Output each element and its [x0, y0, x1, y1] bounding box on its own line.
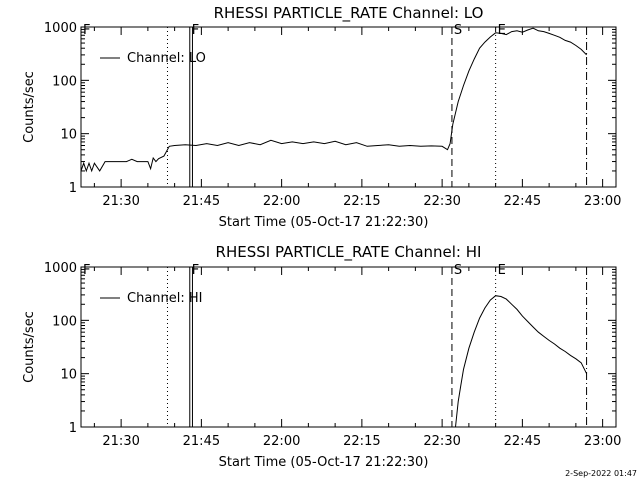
event-marker-label: F: [192, 23, 199, 38]
event-marker-label: S: [454, 23, 462, 38]
chart-title: RHESSI PARTICLE_RATE Channel: HI: [216, 243, 482, 262]
x-tick-label: 22:45: [504, 194, 541, 209]
y-axis-label: Counts/sec: [22, 311, 37, 383]
event-marker-label: E: [498, 263, 506, 278]
hi-channel-panel: RHESSI PARTICLE_RATE Channel: HI 1 10 100 10…: [22, 243, 621, 470]
x-tick-label: 22:15: [343, 434, 380, 449]
x-tick-label: 22:00: [263, 194, 300, 209]
event-marker-label: S: [454, 263, 462, 278]
event-marker-label: F: [83, 263, 90, 278]
y-tick-label: 10: [60, 128, 77, 143]
x-axis-label: Start Time (05-Oct-17 21:22:30): [219, 455, 429, 470]
series-line: [455, 295, 588, 428]
x-tick-label: 21:30: [102, 194, 139, 209]
x-tick-label: 22:30: [423, 434, 460, 449]
x-tick-label: 23:00: [584, 194, 621, 209]
event-marker-label: F: [192, 263, 199, 278]
plot-frame: [80, 26, 617, 188]
plot-frame: [80, 266, 617, 428]
x-axis-label: Start Time (05-Oct-17 21:22:30): [219, 215, 429, 230]
x-tick-label: 22:00: [263, 434, 300, 449]
x-tick-label: 21:45: [183, 434, 220, 449]
lo-channel-panel: RHESSI PARTICLE_RATE Channel: LO 1 10 100 10…: [22, 4, 621, 230]
y-tick-label: 100: [52, 314, 77, 329]
legend-label: Channel: HI: [127, 291, 203, 306]
x-tick-label: 21:45: [183, 194, 220, 209]
chart-title: RHESSI PARTICLE_RATE Channel: LO: [214, 4, 484, 23]
footer-date: 2-Sep-2022 01:47: [565, 469, 637, 478]
x-tick-label: 21:30: [102, 434, 139, 449]
x-tick-label: 22:15: [343, 194, 380, 209]
event-marker-label: E: [498, 23, 506, 38]
series-line: [80, 27, 587, 173]
y-tick-label: 1000: [44, 21, 77, 36]
y-tick-label: 1: [69, 181, 77, 196]
y-tick-label: 10: [60, 368, 77, 383]
x-tick-label: 23:00: [584, 434, 621, 449]
x-tick-label: 22:30: [423, 194, 460, 209]
y-tick-label: 100: [52, 74, 77, 89]
y-tick-label: 1000: [44, 261, 77, 276]
legend-label: Channel: LO: [127, 51, 206, 66]
y-axis-label: Counts/sec: [22, 71, 37, 143]
x-tick-label: 22:45: [504, 434, 541, 449]
event-marker-label: F: [83, 23, 90, 38]
y-tick-label: 1: [69, 421, 77, 436]
